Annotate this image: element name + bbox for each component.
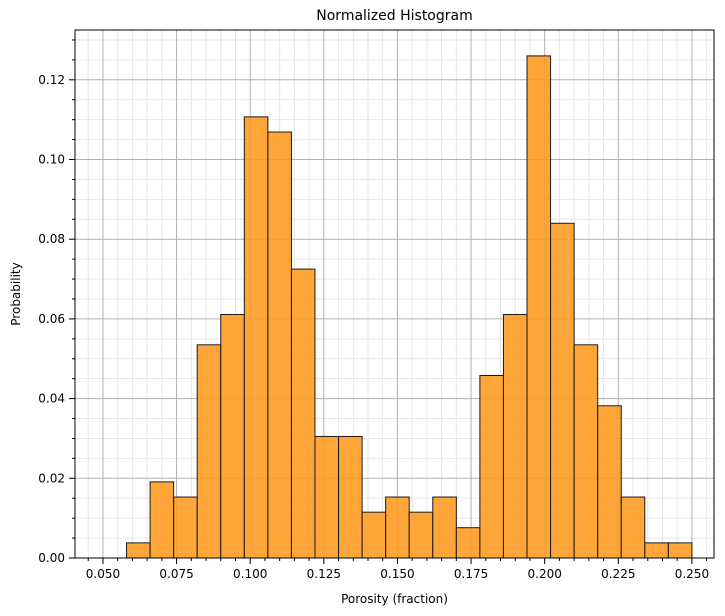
histogram-bar	[243, 116, 269, 559]
y-tick-label: 0.04	[38, 392, 65, 406]
histogram-bar	[573, 344, 599, 559]
y-tick-label: 0.08	[38, 232, 65, 246]
y-tick-label: 0.10	[38, 153, 65, 167]
histogram-bar	[126, 542, 151, 559]
y-axis-title: Probability	[9, 262, 23, 325]
x-tick-label: 0.125	[307, 567, 341, 581]
x-axis-title: Porosity (fraction)	[341, 592, 448, 606]
x-axis-ticks: 0.050 0.075 0.100 0.125 0.150 0.175 0.200 0.225…	[86, 558, 709, 581]
plot-frame	[74, 29, 715, 559]
histogram-bar	[620, 496, 646, 559]
histogram-bar	[597, 405, 622, 559]
histogram-bar	[408, 511, 434, 559]
histogram-bar	[550, 222, 575, 559]
y-tick-label: 0.12	[38, 73, 65, 87]
histogram-bar	[220, 314, 245, 559]
histogram-bar	[644, 542, 669, 559]
histogram-bars	[126, 55, 693, 559]
histogram-bar	[338, 435, 363, 559]
x-tick-label: 0.100	[233, 567, 267, 581]
histogram-bar	[667, 542, 693, 559]
histogram-bar	[385, 496, 410, 559]
histogram-bar	[314, 435, 340, 559]
histogram-bar	[361, 511, 387, 559]
x-tick-label: 0.075	[159, 567, 193, 581]
y-tick-label: 0.00	[38, 551, 65, 565]
x-tick-label: 0.150	[380, 567, 414, 581]
histogram-bar	[455, 527, 481, 559]
histogram-bar	[502, 314, 528, 559]
histogram-bar	[432, 496, 457, 559]
x-tick-label: 0.175	[454, 567, 488, 581]
histogram-bar	[196, 344, 222, 559]
histogram-bar	[290, 268, 316, 559]
y-axis-ticks: 0.00 0.02 0.04 0.06 0.08 0.10 0.12	[38, 39, 75, 565]
x-tick-label: 0.050	[86, 567, 120, 581]
histogram-bar	[526, 55, 552, 559]
histogram-bar	[479, 374, 504, 559]
y-tick-label: 0.02	[38, 471, 65, 485]
histogram-bar	[149, 481, 175, 559]
chart-title: Normalized Histogram	[316, 8, 472, 24]
x-tick-label: 0.225	[601, 567, 635, 581]
x-tick-label: 0.200	[528, 567, 562, 581]
x-tick-label: 0.250	[675, 567, 709, 581]
histogram-bar	[267, 131, 292, 559]
histogram-bar	[173, 496, 198, 559]
y-tick-label: 0.06	[38, 312, 65, 326]
